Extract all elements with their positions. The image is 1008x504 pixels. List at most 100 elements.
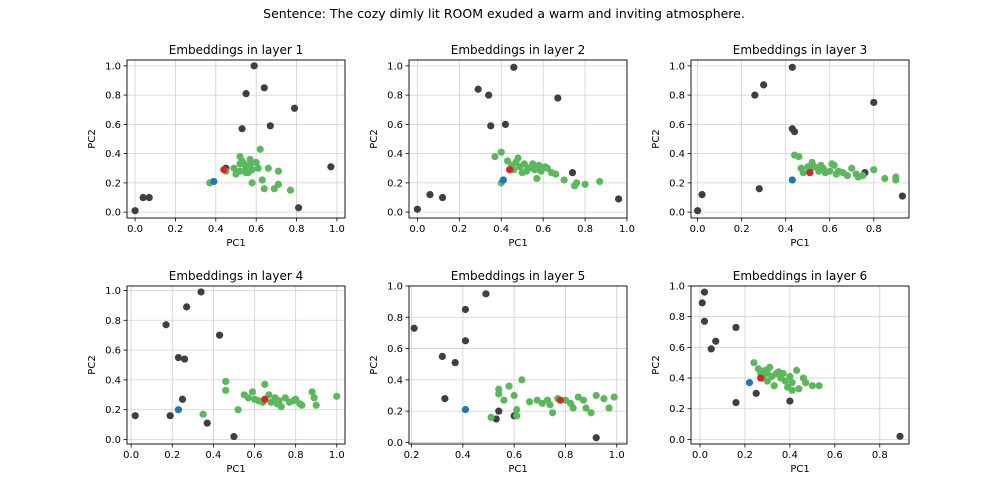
point-context [518, 376, 526, 384]
point-other [700, 288, 709, 296]
x-tick-label: 0.8 [289, 224, 305, 235]
point-context [596, 177, 604, 186]
x-tick-label: 0.4 [208, 224, 224, 235]
point-other [250, 62, 258, 70]
x-tick-label: 0.0 [409, 224, 425, 235]
point-context [252, 158, 260, 167]
x-tick-label: 0.2 [451, 224, 467, 235]
point-context [870, 166, 878, 174]
y-tick-label: 0.4 [387, 149, 403, 160]
x-tick-label: 0.4 [493, 224, 509, 235]
point-target [220, 166, 228, 174]
point-prev [499, 176, 507, 184]
x-tick-label: 0.0 [123, 450, 139, 461]
point-context [600, 395, 608, 403]
point-other [215, 331, 224, 339]
point-context [581, 180, 589, 188]
point-other [510, 63, 518, 71]
y-axis-label: PC2 [651, 129, 662, 148]
point-other [760, 81, 768, 89]
point-context [312, 401, 320, 409]
point-other [139, 193, 147, 202]
point-other [694, 207, 702, 215]
y-tick-label: 0.8 [669, 91, 685, 102]
point-other [501, 120, 510, 128]
point-context [513, 405, 521, 414]
point-context [810, 163, 818, 171]
point-context [592, 391, 600, 400]
point-context [573, 179, 581, 187]
point-context [802, 379, 810, 387]
point-other [441, 395, 449, 403]
point-context [788, 386, 796, 394]
point-context [264, 164, 272, 172]
point-target [806, 169, 814, 177]
point-context [892, 176, 900, 184]
point-context [795, 152, 803, 161]
point-other [162, 321, 170, 329]
x-tick-label: 0.6 [822, 224, 838, 235]
point-other [166, 412, 174, 420]
y-tick-label: 1.0 [105, 286, 121, 297]
y-tick-label: 0.6 [105, 120, 121, 131]
y-tick-label: 0.0 [669, 435, 685, 446]
point-other [788, 63, 796, 71]
point-context [859, 171, 867, 180]
point-context [560, 176, 568, 184]
point-context [552, 170, 560, 178]
point-context [248, 179, 256, 187]
point-context [781, 377, 789, 385]
subplot-layer-1: 0.0 0.2 0.4 0.6 0.8 1.0 0.0 0.2 0.4 0.6 0.8 1.0 Embe… [87, 43, 346, 249]
point-target [261, 395, 269, 403]
x-axis-label: PC1 [508, 464, 527, 475]
point-other [751, 91, 759, 99]
x-tick-label: 0.6 [248, 224, 264, 235]
point-context [766, 363, 774, 371]
y-tick-label: 0.4 [669, 149, 685, 160]
x-tick-label: 0.8 [288, 450, 304, 461]
point-context [587, 409, 595, 417]
point-other [131, 207, 139, 215]
point-context [569, 404, 577, 412]
point-context [248, 388, 257, 396]
y-tick-label: 1.0 [105, 61, 121, 72]
y-tick-label: 0.8 [105, 91, 121, 102]
point-context [254, 164, 262, 172]
point-context [260, 185, 268, 193]
point-context [610, 393, 618, 401]
point-context [795, 385, 803, 393]
y-axis-label: PC2 [369, 355, 380, 374]
point-context [549, 409, 557, 417]
point-context [513, 412, 521, 420]
point-other [203, 419, 211, 427]
point-prev [788, 176, 796, 184]
point-context [830, 161, 838, 169]
y-tick-label: 0.0 [105, 208, 121, 219]
x-tick-label: 0.2 [167, 224, 183, 235]
point-other [327, 163, 335, 171]
subplot-layer-3: 0.0 0.2 0.4 0.6 0.8 0.0 0.2 0.4 0.6 0.8 1.0 Embeddi… [651, 43, 910, 249]
point-other [145, 193, 153, 202]
point-context [514, 154, 522, 162]
point-other [790, 128, 799, 136]
point-context [286, 186, 295, 194]
point-other [786, 397, 794, 405]
x-tick-label: 0.6 [535, 224, 551, 235]
y-tick-label: 0.4 [105, 149, 121, 160]
point-context [763, 369, 772, 378]
y-tick-label: 1.0 [387, 61, 403, 72]
x-tick-label: 0.0 [127, 224, 143, 235]
point-context [510, 391, 518, 400]
point-other [178, 395, 187, 403]
point-context [277, 403, 285, 411]
point-context [605, 404, 613, 412]
point-context [881, 174, 889, 183]
point-other [592, 434, 600, 442]
figure-suptitle: Sentence: The cozy dimly lit ROOM exuded… [263, 6, 745, 21]
point-context [529, 160, 537, 168]
point-context [308, 388, 316, 396]
subplot-layer-4: 0.0 0.2 0.4 0.6 0.8 1.0 0.0 0.2 0.4 0.6 0.8 1.0 Embe… [87, 269, 346, 475]
y-tick-label: 0.2 [105, 405, 121, 416]
point-context [848, 164, 856, 172]
x-tick-label: 0.8 [557, 450, 573, 461]
